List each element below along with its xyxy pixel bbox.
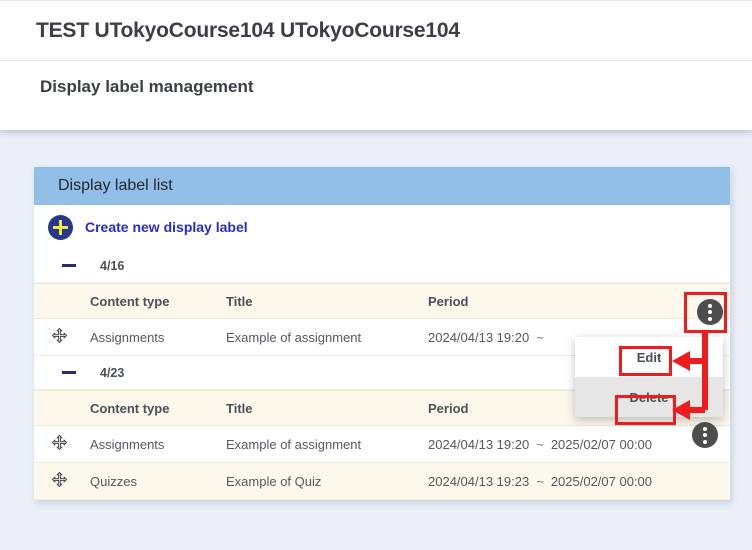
cell-content-type: Assignments (90, 436, 165, 452)
table-row[interactable]: Quizzes Example of Quiz 2024/04/13 19:23… (34, 462, 730, 500)
create-new-display-label-row[interactable]: Create new display label (34, 205, 730, 249)
row-menu-button-0[interactable] (691, 299, 723, 325)
column-drag (34, 390, 86, 426)
cell-period: 2024/04/13 19:23 ~2025/02/07 00:00 (424, 463, 674, 500)
row-context-menu[interactable]: Edit Delete (575, 337, 723, 417)
card-header-title: Display label list (58, 177, 173, 194)
move-icon[interactable] (52, 328, 67, 343)
top-header-bar: TEST UTokyoCourse104 UTokyoCourse104 Dis… (0, 0, 752, 130)
cell-title: Example of assignment (226, 329, 362, 345)
group-header-0[interactable]: 4/16 (34, 249, 730, 283)
label-table-1: Content type Title Period Assign (34, 390, 730, 500)
column-content-type: Content type (86, 283, 222, 319)
course-title: TEST UTokyoCourse104 UTokyoCourse104 (36, 19, 460, 42)
cell-period: 2024/04/13 19:20 ~2025/02/07 00:00 (424, 426, 674, 463)
drag-handle-cell[interactable] (34, 463, 86, 500)
period-separator: ~ (536, 329, 544, 345)
header-divider (0, 60, 752, 61)
create-new-display-label-link[interactable]: Create new display label (85, 219, 248, 235)
period-start: 2024/04/13 19:20 (428, 436, 530, 452)
column-title: Title (222, 390, 424, 426)
cell-title: Example of Quiz (226, 473, 322, 489)
cell-period: 2024/04/13 19:20 ~ (424, 319, 674, 356)
cell-content-type: Quizzes (90, 473, 137, 489)
column-title: Title (222, 283, 424, 319)
minus-icon[interactable] (62, 371, 76, 374)
row-menu-button-1[interactable] (692, 422, 718, 448)
move-icon[interactable] (52, 472, 67, 487)
period-separator: ~ (536, 436, 544, 452)
period-end: 2025/02/07 00:00 (550, 436, 653, 452)
group-label-0: 4/16 (100, 258, 125, 273)
group-label-1: 4/23 (100, 365, 125, 380)
period-end: 2025/02/07 00:00 (550, 473, 653, 489)
menu-item-edit[interactable]: Edit (636, 349, 662, 365)
kebab-menu-icon[interactable] (697, 299, 723, 325)
period-separator: ~ (536, 473, 544, 489)
display-label-list-card: Display label list Create new display la… (34, 167, 730, 500)
column-drag (34, 283, 86, 319)
menu-item-delete[interactable]: Delete (575, 377, 723, 417)
period-start: 2024/04/13 19:20 (428, 329, 530, 345)
drag-handle-cell[interactable] (34, 319, 86, 356)
minus-icon[interactable] (62, 264, 76, 267)
column-content-type: Content type (86, 390, 222, 426)
cell-title: Example of assignment (226, 436, 362, 452)
plus-circle-icon (48, 214, 73, 240)
move-icon[interactable] (52, 435, 67, 450)
drag-handle-cell[interactable] (34, 426, 86, 463)
cell-menu (674, 463, 730, 500)
cell-content-type: Assignments (90, 329, 165, 345)
table-header-row: Content type Title Period (34, 283, 730, 319)
period-start: 2024/04/13 19:23 (428, 473, 530, 489)
card-header: Display label list (34, 167, 730, 205)
page-title: Display label management (40, 77, 254, 96)
column-period: Period (424, 283, 674, 319)
table-row[interactable]: Assignments Example of assignment 2024/0… (34, 425, 730, 463)
